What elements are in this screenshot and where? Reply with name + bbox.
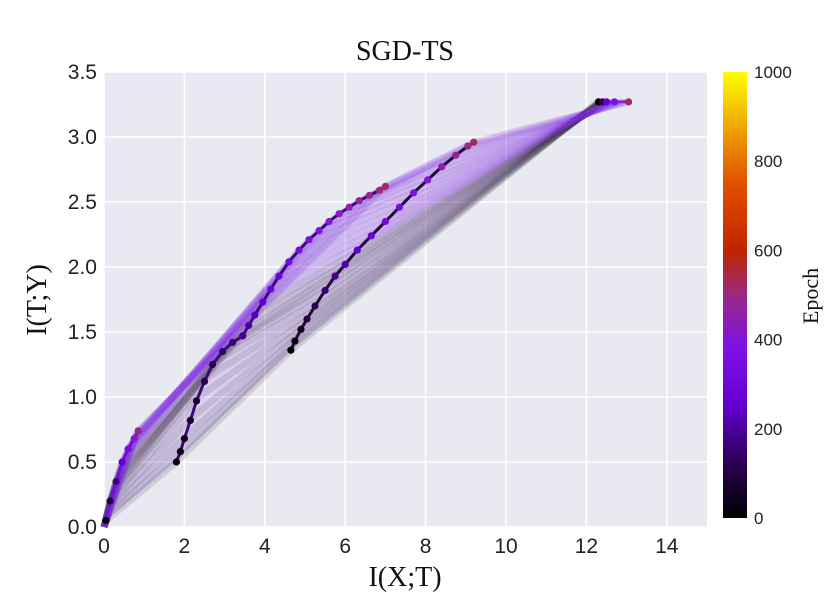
plot-area [104,72,707,527]
data-point [275,272,283,280]
data-point [118,458,126,466]
colorbar-label: Epoch [798,268,823,324]
data-point [291,337,299,345]
data-point [172,458,180,466]
x-tick-label: 2 [179,535,191,558]
data-point [130,435,138,443]
data-point [381,217,389,226]
x-tick-label: 10 [494,535,517,558]
data-point [331,272,339,280]
data-point [176,448,184,456]
data-point [192,397,201,405]
x-tick-label: 12 [575,535,598,558]
colorbar-tick-label: 400 [754,331,782,350]
data-point [305,236,313,244]
data-point [395,203,404,211]
data-point [355,197,363,205]
y-axis-label: I(T;Y) [22,264,53,336]
data-point [602,98,611,106]
data-point [381,182,389,190]
data-point [186,416,194,424]
chart-title: SGD-TS [356,36,454,67]
data-point [438,163,446,171]
data-point [297,325,305,333]
data-point [353,246,361,254]
colorbar-tick-label: 0 [754,509,763,528]
data-point [303,315,311,323]
data-point [285,258,293,266]
data-point [321,286,329,294]
data-point [134,427,142,435]
data-point [245,321,253,330]
data-point [325,217,333,226]
data-points [102,98,633,525]
data-point [295,246,303,254]
data-point [208,360,217,369]
data-point [106,497,114,505]
x-tick-labels: 0 2 4 6 8 10 12 14 [98,535,679,558]
y-tick-label: 0.0 [68,516,97,539]
data-point [200,377,209,385]
data-point [311,302,319,310]
x-tick-label: 0 [98,535,110,558]
data-point [239,332,247,340]
colorbar-tick-label: 1000 [754,63,792,82]
y-tick-label: 1.5 [68,321,97,344]
colorbar-tick-label: 600 [754,241,782,260]
data-point [375,186,383,194]
data-point [335,210,343,218]
data-point [367,232,375,240]
x-tick-label: 6 [339,535,351,558]
data-point [124,445,132,453]
y-tick-label: 0.5 [68,451,97,474]
y-tick-label: 2.5 [68,191,97,214]
colorbar-tick-labels: 0 200 400 600 800 1000 [754,63,792,528]
data-point [470,138,478,146]
data-point [341,260,349,268]
data-point [365,191,373,200]
data-point [625,98,633,106]
data-point [424,176,432,184]
data-point [315,227,323,235]
data-point [180,435,188,443]
x-axis-label: I(X;T) [368,562,441,593]
data-point [409,189,418,197]
colorbar [723,72,747,518]
y-tick-label: 2.0 [68,256,97,279]
data-point [229,338,237,346]
data-point [259,298,267,306]
data-point [112,477,120,486]
data-point [452,151,460,159]
x-tick-label: 14 [655,535,679,558]
data-point [464,142,472,150]
x-tick-label: 8 [420,535,432,558]
y-tick-labels: 0.0 0.5 1.0 1.5 2.0 2.5 3.0 3.5 [68,61,97,539]
data-point [610,98,619,106]
x-tick-label: 4 [259,535,271,558]
data-point [251,311,259,319]
data-point [345,203,353,211]
y-tick-label: 1.0 [68,386,97,409]
y-tick-label: 3.0 [68,126,97,149]
y-tick-label: 3.5 [68,61,97,84]
colorbar-tick-label: 800 [754,152,782,171]
data-point [102,516,110,525]
data-point [267,285,275,293]
data-point [287,346,295,354]
colorbar-tick-label: 200 [754,420,782,439]
data-point [219,347,227,356]
